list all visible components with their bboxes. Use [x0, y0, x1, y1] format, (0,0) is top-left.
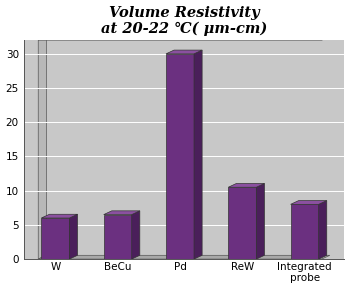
Polygon shape	[104, 215, 132, 259]
Polygon shape	[38, 36, 330, 40]
Polygon shape	[69, 214, 77, 259]
Polygon shape	[166, 54, 194, 259]
Polygon shape	[38, 255, 330, 259]
Polygon shape	[41, 214, 77, 218]
Polygon shape	[38, 36, 46, 259]
Polygon shape	[290, 201, 327, 204]
Polygon shape	[256, 184, 265, 259]
Title: Volume Resistivity
at 20-22 ℃( μm-cm): Volume Resistivity at 20-22 ℃( μm-cm)	[101, 5, 267, 36]
Polygon shape	[290, 204, 318, 259]
Polygon shape	[166, 50, 202, 54]
Polygon shape	[132, 211, 140, 259]
Polygon shape	[194, 50, 202, 259]
Polygon shape	[41, 218, 69, 259]
Polygon shape	[318, 201, 327, 259]
Polygon shape	[228, 184, 265, 187]
Polygon shape	[104, 211, 140, 215]
Polygon shape	[228, 187, 256, 259]
